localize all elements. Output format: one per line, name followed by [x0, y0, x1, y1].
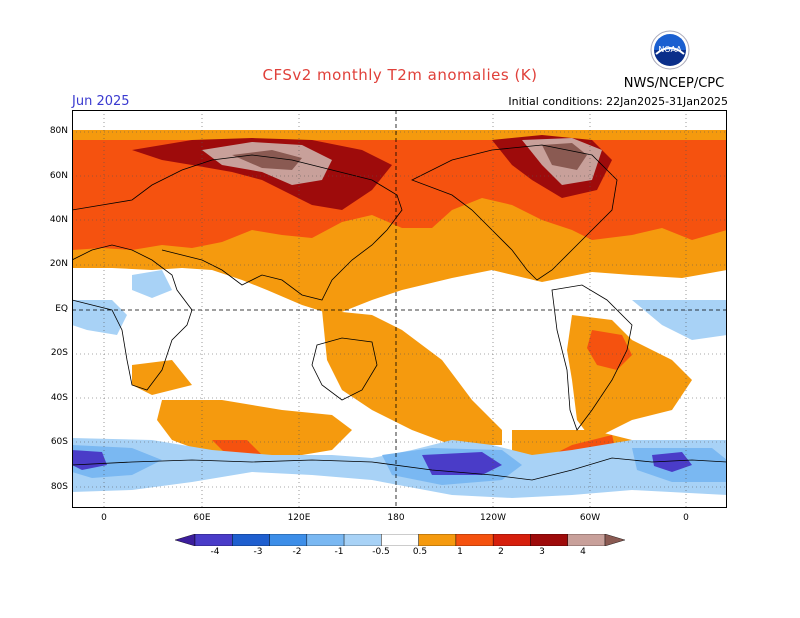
map-title: CFSv2 monthly T2m anomalies (K): [262, 66, 538, 84]
colorbar-swatch: [269, 534, 308, 546]
anomaly-shade-lightblue-indian: [132, 270, 172, 298]
map-frame: [72, 110, 727, 508]
colorbar-label: 0.5: [412, 547, 428, 557]
colorbar-label: 1: [457, 547, 463, 557]
anomaly-shade-lightblue-atlantic-eq: [72, 300, 127, 335]
colorbar-swatch: [455, 534, 494, 546]
colorbar-swatch: [604, 534, 625, 546]
lat-label: 20N: [49, 259, 68, 269]
anomaly-shade-deepblue-atlantic: [652, 452, 692, 472]
colorbar-swatch: [530, 534, 568, 546]
anomaly-shade-deepblue-pacific: [422, 452, 502, 475]
anomaly-shade-orange-south-pacific: [322, 310, 502, 445]
lat-label: EQ: [55, 304, 68, 314]
colorbar-swatch: [194, 534, 233, 546]
colorbar-swatch: [418, 534, 457, 546]
lat-label: 40N: [49, 215, 68, 225]
anomaly-shade-orange-africa-south: [132, 360, 192, 395]
lat-label: 60N: [49, 171, 68, 181]
colorbar-label: -4: [210, 547, 220, 557]
colorbar-label: 2: [498, 547, 504, 557]
lon-label: 120E: [287, 513, 311, 523]
lon-label: 180: [387, 513, 405, 523]
anomaly-map: [72, 110, 727, 508]
lat-label: 60S: [50, 437, 68, 447]
colorbar: [175, 534, 625, 546]
coastline-north-america: [411, 144, 618, 281]
colorbar-label: -2: [292, 547, 302, 557]
colorbar-swatch: [567, 534, 606, 546]
colorbar-label: 4: [580, 547, 586, 557]
colorbar-swatch: [232, 534, 270, 546]
lat-label: 80S: [50, 482, 68, 492]
coastline-australia: [311, 337, 378, 401]
coastlines: [72, 144, 727, 481]
colorbar-swatch: [492, 534, 531, 546]
lon-label: 120W: [479, 513, 507, 523]
colorbar-swatch: [343, 534, 382, 546]
coastline-antarctica: [72, 457, 727, 481]
lon-label: 0: [683, 513, 689, 523]
colorbar-label: -3: [253, 547, 263, 557]
colorbar-swatch: [306, 534, 345, 546]
noaa-logo: NOAA: [650, 30, 690, 70]
agency-label: NWS/NCEP/CPC: [623, 76, 725, 91]
equator-dateline: [72, 110, 727, 508]
coastline-south-america: [551, 284, 633, 431]
coastline-europe-asia: [72, 154, 403, 301]
anomaly-shade-deepblue-westpacific: [72, 450, 107, 470]
colorbar-swatch: [381, 534, 419, 546]
lat-label: 20S: [50, 348, 68, 358]
initial-conditions: Initial conditions: 22Jan2025-31Jan2025: [508, 95, 728, 108]
colorbar-swatch: [175, 534, 196, 546]
lat-label: 80N: [49, 126, 68, 136]
coastline-africa: [72, 244, 193, 391]
lon-label: 60E: [193, 513, 211, 523]
logo-text: NOAA: [658, 45, 682, 54]
lon-label: 0: [101, 513, 107, 523]
anomaly-shade-red-south-america: [587, 330, 632, 370]
lat-label: 40S: [50, 393, 68, 403]
valid-month: Jun 2025: [72, 94, 130, 109]
colorbar-label: 3: [539, 547, 545, 557]
anomaly-shade-blue-southern-ocean: [72, 445, 727, 485]
lon-label: 60W: [579, 513, 601, 523]
anomaly-shade-darkred-siberia: [132, 138, 392, 210]
anomaly-shade-brown-canada: [542, 143, 587, 170]
colorbar-label: -1: [334, 547, 344, 557]
colorbar-label: -0.5: [372, 547, 390, 557]
anomaly-shade-orange-south-indian: [157, 400, 352, 460]
